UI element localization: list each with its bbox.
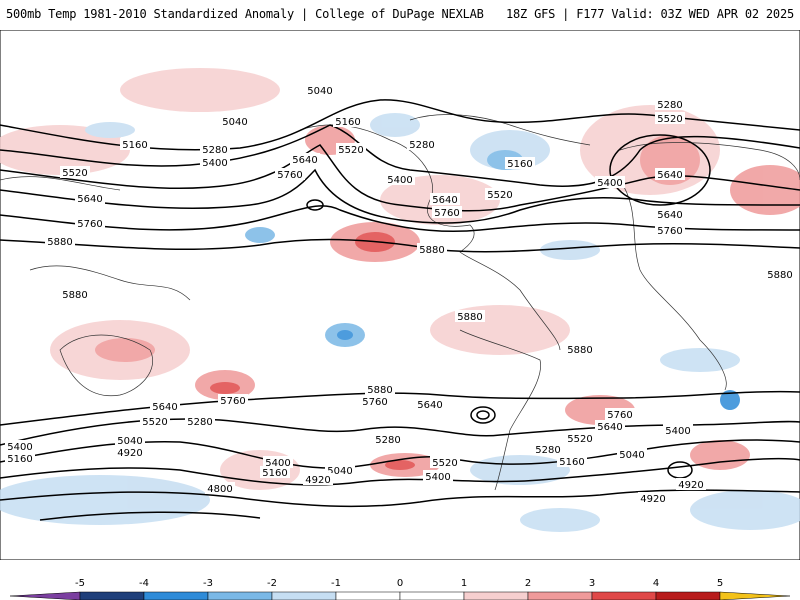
contour-label: 5640: [597, 422, 622, 433]
colorbar-tick: 5: [717, 578, 723, 589]
contour-label: 5400: [7, 442, 32, 453]
contour-label: 5400: [597, 178, 622, 189]
contour-label: 5760: [277, 170, 302, 181]
contour-label: 5160: [335, 117, 360, 128]
contour-label: 5040: [307, 86, 332, 97]
contour-label: 5160: [507, 159, 532, 170]
contour-label: 5280: [375, 435, 400, 446]
colorbar-tick: 1: [461, 578, 467, 589]
contour-label: 5400: [202, 158, 227, 169]
contour-label: 5160: [122, 140, 147, 151]
contour-label: 5040: [117, 436, 142, 447]
colorbar-tick: 3: [589, 578, 595, 589]
contour-label: 5400: [265, 458, 290, 469]
contour-label: 5280: [187, 417, 212, 428]
contour-label: 5640: [657, 170, 682, 181]
contour-label: 5160: [262, 468, 287, 479]
colorbar-tick: -4: [139, 578, 149, 589]
contour-label: 5280: [657, 100, 682, 111]
contour-label: 4920: [305, 475, 330, 486]
contour-label: 5400: [665, 426, 690, 437]
contour-label: 5760: [607, 410, 632, 421]
contour-label: 5640: [77, 194, 102, 205]
contour-label: 5880: [47, 237, 72, 248]
contour-label: 5040: [222, 117, 247, 128]
contour-label: 5520: [487, 190, 512, 201]
contour-label: 5280: [202, 145, 227, 156]
contour-label: 5520: [338, 145, 363, 156]
contour-label: 5160: [7, 454, 32, 465]
contour-label: 5280: [535, 445, 560, 456]
contour-label: 5640: [152, 402, 177, 413]
contour-label: 5880: [457, 312, 482, 323]
contour-label: 5280: [409, 140, 434, 151]
contour-label: 5880: [62, 290, 87, 301]
contour-labels: 5040 5040 5160 5160 5280 5280 5400 5520 …: [5, 84, 795, 505]
contour-label: 5400: [425, 472, 450, 483]
contour-label: 5760: [362, 397, 387, 408]
contour-label: 5040: [327, 466, 352, 477]
colorbar-tick: -2: [267, 578, 277, 589]
colorbar-segments: [9, 591, 791, 600]
contour-label: 5520: [567, 434, 592, 445]
contour-label: 5880: [367, 385, 392, 396]
coastlines: [0, 114, 800, 491]
contour-label: 4800: [207, 484, 232, 495]
contour-label: 5040: [619, 450, 644, 461]
contour-label: 5640: [417, 400, 442, 411]
contour-label: 5880: [767, 270, 792, 281]
colorbar-tick: 0: [397, 578, 403, 589]
contour-label: 5640: [657, 210, 682, 221]
map-title: 500mb Temp 1981-2010 Standardized Anomal…: [6, 7, 484, 21]
contour-label: 5760: [220, 396, 245, 407]
contour-label: 4920: [117, 448, 142, 459]
contour-label: 5880: [419, 245, 444, 256]
contour-label: 5520: [432, 458, 457, 469]
contour-label: 5520: [62, 168, 87, 179]
contour-label: 5760: [434, 208, 459, 219]
colorbar: -5 -4 -3 -2 -1 0 1 2 3 4 5: [9, 578, 791, 600]
contour-label: 4920: [678, 480, 703, 491]
contour-label: 5520: [142, 417, 167, 428]
anomaly-map: 5040 5040 5160 5160 5280 5280 5400 5520 …: [0, 30, 800, 560]
contour-label: 5400: [387, 175, 412, 186]
model-run-info: 18Z GFS | F177 Valid: 03Z WED APR 02 202…: [505, 7, 794, 21]
contour-label: 5160: [559, 457, 584, 468]
colorbar-tick: -5: [75, 578, 85, 589]
contour-label: 5640: [432, 195, 457, 206]
header: 500mb Temp 1981-2010 Standardized Anomal…: [0, 0, 800, 30]
colorbar-tick: 4: [653, 578, 659, 589]
contour-label: 5520: [657, 114, 682, 125]
colorbar-ticks: -5 -4 -3 -2 -1 0 1 2 3 4 5: [75, 578, 723, 589]
contour-label: 5880: [567, 345, 592, 356]
contour-label: 5640: [292, 155, 317, 166]
colorbar-tick: -1: [331, 578, 341, 589]
colorbar-tick: 2: [525, 578, 531, 589]
contour-label: 4920: [640, 494, 665, 505]
contour-label: 5760: [77, 219, 102, 230]
colorbar-tick: -3: [203, 578, 213, 589]
contour-label: 5760: [657, 226, 682, 237]
